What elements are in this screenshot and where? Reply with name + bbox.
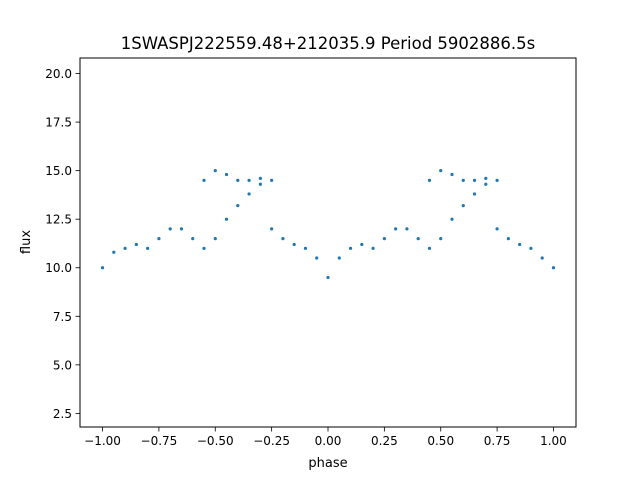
data-point [247,192,251,196]
x-tick-label: −0.75 [141,434,178,448]
x-tick-label: 0.00 [315,434,342,448]
data-point [315,256,319,260]
data-point [236,204,240,208]
data-point [179,227,184,231]
data-point [382,237,386,241]
data-point [461,178,465,182]
data-point [439,169,443,173]
data-point [518,242,522,247]
data-point [326,275,330,280]
data-point [472,192,477,196]
data-point [551,266,556,270]
x-tick-label: −1.00 [84,434,121,448]
y-tick-label: 15.0 [45,164,72,178]
data-point [202,178,206,182]
y-tick-label: 2.5 [53,407,72,421]
data-point [236,178,240,182]
y-axis: 2.5 5.0 7.5 10.0 12.5 15.0 17.5 20.0 [45,67,80,421]
data-point [416,237,420,241]
data-point [495,227,499,231]
data-point [529,246,533,250]
data-point [270,178,274,182]
data-point [247,178,251,182]
data-point [303,246,308,250]
data-point [224,172,229,177]
y-tick-label: 20.0 [45,67,72,81]
data-point [337,256,341,260]
data-point [112,250,116,254]
data-point [100,266,105,270]
data-point [258,182,262,186]
x-tick-label: 0.75 [484,434,511,448]
data-point [450,217,454,221]
y-axis-label: flux [19,230,34,254]
x-tick-label: 1.00 [540,434,567,448]
data-point [484,182,488,186]
x-tick-label: 0.25 [371,434,398,448]
data-point [123,246,127,250]
data-point [258,176,262,181]
x-tick-label: −0.25 [253,434,290,448]
y-tick-label: 7.5 [53,310,72,324]
data-point [134,242,138,247]
data-point [213,169,217,173]
data-point [506,237,510,241]
data-point [450,172,454,177]
data-point [157,237,161,241]
data-point [540,256,544,260]
data-point [360,242,364,247]
data-point [292,242,296,247]
x-tick-label: 0.50 [427,434,454,448]
data-point [270,227,274,231]
data-point [213,237,217,241]
data-point [394,227,398,231]
data-point [348,246,353,250]
y-tick-label: 12.5 [45,213,72,227]
data-point [461,204,465,208]
data-point [371,246,375,250]
data-point [168,227,172,231]
data-point [281,237,285,241]
x-axis: −1.00 −0.75 −0.50 −0.25 0.00 0.25 0.50 0.75 1.00 [84,427,567,448]
data-point [495,178,499,182]
y-tick-label: 17.5 [45,116,72,130]
data-point [472,178,477,182]
x-tick-label: −0.50 [197,434,234,448]
data-point [439,237,443,241]
scatter-points [100,169,556,280]
data-point [146,246,150,250]
data-point [202,246,206,250]
data-point [191,237,195,241]
data-point [484,176,488,181]
chart-title: 1SWASPJ222559.48+212035.9 Period 5902886… [121,34,536,53]
data-point [427,246,432,250]
data-point [405,227,409,231]
data-point [224,217,229,221]
data-point [427,178,432,182]
y-tick-label: 10.0 [45,261,72,275]
y-tick-label: 5.0 [53,358,72,372]
x-axis-label: phase [308,456,347,471]
